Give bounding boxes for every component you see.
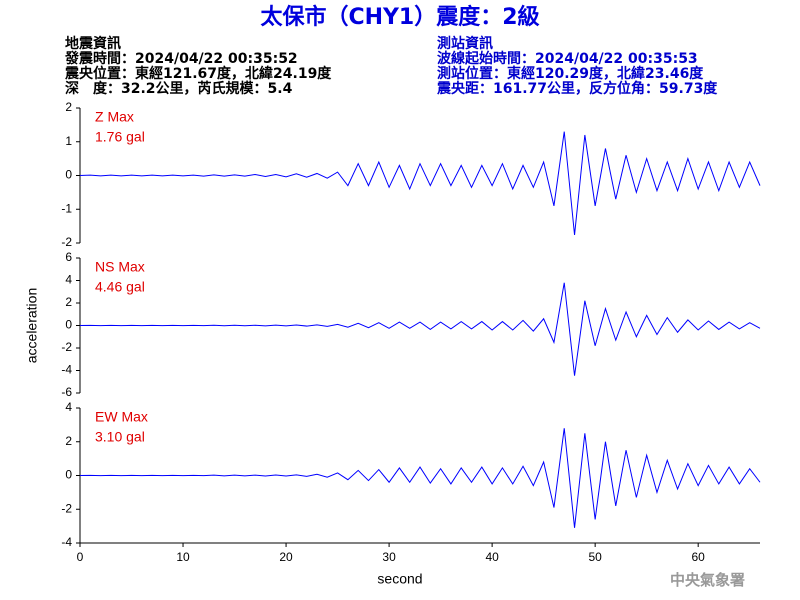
- waveform: [79, 282, 761, 376]
- channel-label: EW Max: [95, 409, 148, 425]
- y-tick-label: -4: [61, 535, 72, 549]
- x-tick-label: 50: [588, 550, 602, 564]
- x-tick-label: 20: [279, 550, 293, 564]
- y-tick-label: 4: [65, 273, 72, 287]
- x-tick-label: 40: [485, 550, 499, 564]
- y-tick-label: -2: [61, 501, 72, 515]
- x-tick-label: 30: [382, 550, 396, 564]
- header-right: 測站資訊: [437, 35, 493, 52]
- header-right: 震央距：161.77公里，反方位角：59.73度: [436, 80, 718, 97]
- y-axis-label: acceleration: [24, 288, 40, 364]
- x-tick-label: 0: [77, 550, 84, 564]
- header-right: 波線起始時間：2024/04/22 00:35:53: [437, 50, 698, 67]
- channel-label: Z Max: [95, 109, 134, 125]
- x-axis-label: second: [377, 571, 422, 587]
- y-tick-label: 2: [65, 295, 72, 309]
- header-left: 發震時間：2024/04/22 00:35:52: [64, 50, 298, 67]
- y-tick-label: 2: [65, 100, 72, 114]
- header-left: 震央位置：東經121.67度，北緯24.19度: [64, 65, 332, 82]
- y-tick-label: 0: [65, 468, 72, 482]
- x-tick-label: 10: [176, 550, 190, 564]
- max-label: 3.10 gal: [95, 429, 145, 445]
- waveform: [79, 131, 761, 235]
- y-tick-label: -2: [61, 235, 72, 249]
- y-tick-label: 0: [65, 318, 72, 332]
- channel-label: NS Max: [95, 259, 145, 275]
- x-tick-label: 60: [692, 550, 706, 564]
- header-left: 深 度：32.2公里，芮氏規模：5.4: [65, 80, 293, 97]
- y-tick-label: -1: [61, 201, 72, 215]
- y-tick-label: 2: [65, 434, 72, 448]
- y-tick-label: -4: [61, 363, 72, 377]
- y-tick-label: 6: [65, 250, 72, 264]
- max-label: 4.46 gal: [95, 279, 145, 295]
- y-tick-label: -2: [61, 340, 72, 354]
- footer: 中央氣象署: [670, 571, 745, 589]
- title: 太保市（CHY1）震度：2級: [260, 4, 539, 30]
- y-tick-label: 0: [65, 168, 72, 182]
- max-label: 1.76 gal: [95, 129, 145, 145]
- y-tick-label: 1: [65, 134, 72, 148]
- header-right: 測站位置：東經120.29度，北緯23.46度: [437, 65, 704, 82]
- y-tick-label: 4: [65, 400, 72, 414]
- y-tick-label: -6: [61, 385, 72, 399]
- header-left: 地震資訊: [65, 35, 121, 52]
- waveform: [79, 428, 761, 528]
